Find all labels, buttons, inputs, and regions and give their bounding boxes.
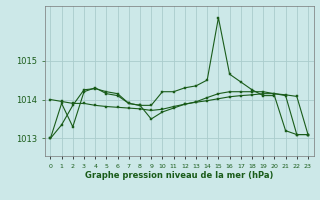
X-axis label: Graphe pression niveau de la mer (hPa): Graphe pression niveau de la mer (hPa) <box>85 171 273 180</box>
